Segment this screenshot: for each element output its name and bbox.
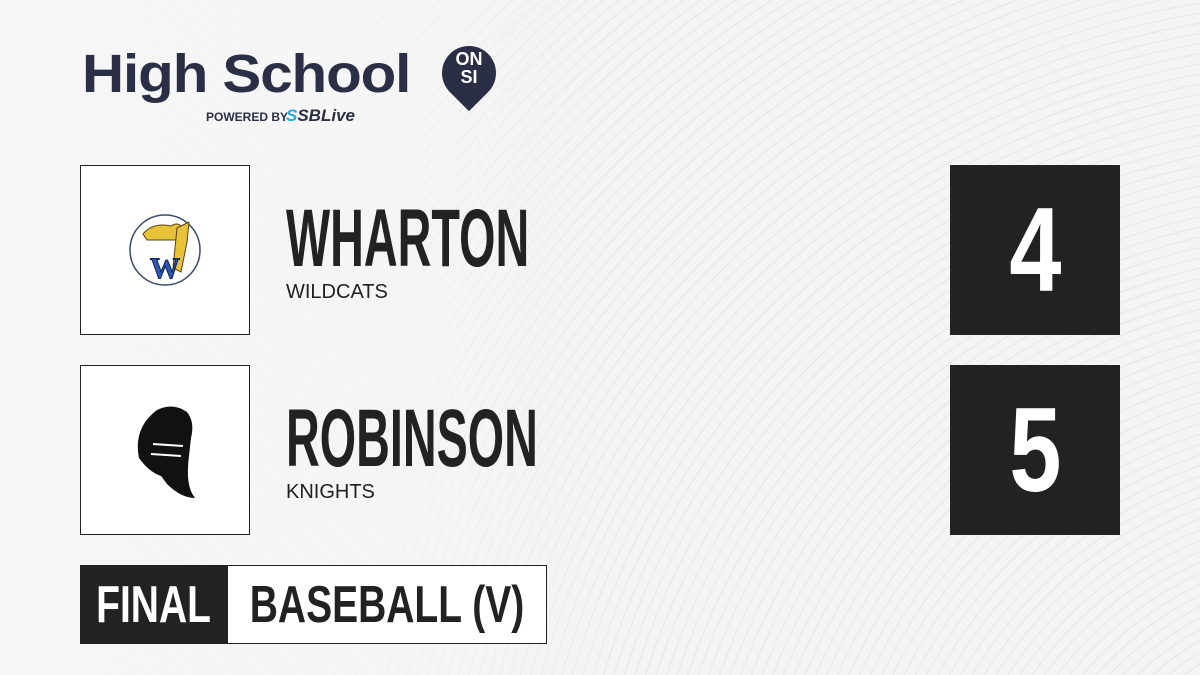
team-score: 4: [950, 165, 1120, 335]
team-name: WHARTON: [286, 193, 530, 284]
brand-logo: High School: [82, 44, 411, 104]
badge-line1: ON: [455, 49, 483, 69]
game-status: FINAL: [80, 565, 227, 644]
team-logo-box: W: [80, 165, 250, 335]
badge-line2: SI: [460, 67, 478, 87]
partner-name: SBLive: [297, 106, 355, 125]
team-name: ROBINSON: [286, 393, 538, 484]
team-mascot: WILDCATS: [286, 281, 388, 303]
team-logo-box: [80, 365, 250, 535]
team-score: 5: [950, 365, 1120, 535]
brand-badge: ON SI: [442, 50, 496, 86]
sport-text: BASEBALL (V): [249, 575, 525, 634]
partner-logo: SSBLive: [286, 106, 355, 126]
score-value: 5: [1008, 383, 1062, 517]
partner-mark: S: [286, 106, 298, 125]
powered-by: POWERED BY: [206, 110, 289, 124]
knight-helmet-icon: [137, 406, 195, 498]
status-text: FINAL: [96, 575, 211, 634]
background-fade: [0, 0, 620, 675]
brand-title: High School: [82, 44, 411, 104]
team-mascot: KNIGHTS: [286, 481, 375, 503]
wildcat-logo-icon: W: [129, 214, 201, 286]
score-value: 4: [1008, 183, 1062, 317]
svg-text:W: W: [150, 252, 180, 285]
sport-label: BASEBALL (V): [227, 565, 547, 644]
